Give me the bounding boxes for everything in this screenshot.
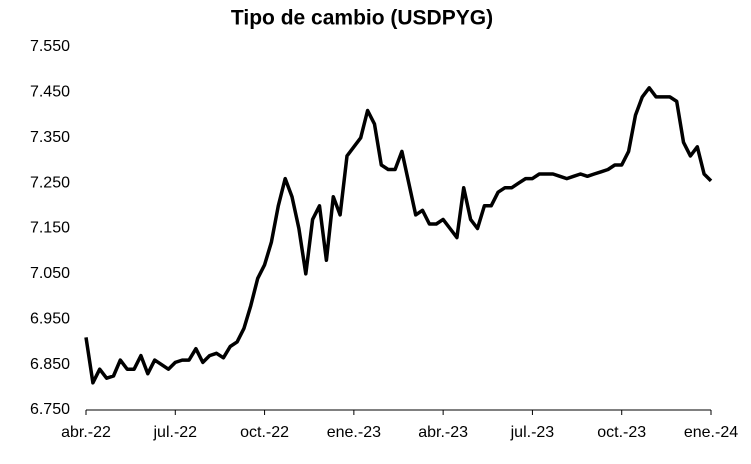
y-tick-label: 7.150 [30, 220, 70, 237]
x-tick-label: abr.-23 [418, 424, 468, 441]
y-tick-label: 6.850 [30, 356, 70, 373]
y-tick-label: 7.450 [30, 84, 70, 101]
y-tick-label: 7.050 [30, 265, 70, 282]
y-tick-label: 6.950 [30, 310, 70, 327]
x-tick-label: abr.-22 [61, 424, 111, 441]
x-tick-label: ene.-23 [327, 424, 381, 441]
x-tick-label: jul.-22 [152, 424, 197, 441]
x-tick-label: jul.-23 [510, 424, 555, 441]
chart-title: Tipo de cambio (USDPYG) [231, 7, 493, 30]
y-tick-label: 7.550 [30, 38, 70, 55]
y-tick-label: 6.750 [30, 401, 70, 418]
x-tick-label: ene.-24 [684, 424, 738, 441]
x-tick-label: oct.-23 [597, 424, 646, 441]
data-line [84, 86, 713, 385]
y-tick-label: 7.250 [30, 174, 70, 191]
x-tick-label: oct.-22 [240, 424, 289, 441]
y-tick-label: 7.350 [30, 129, 70, 146]
